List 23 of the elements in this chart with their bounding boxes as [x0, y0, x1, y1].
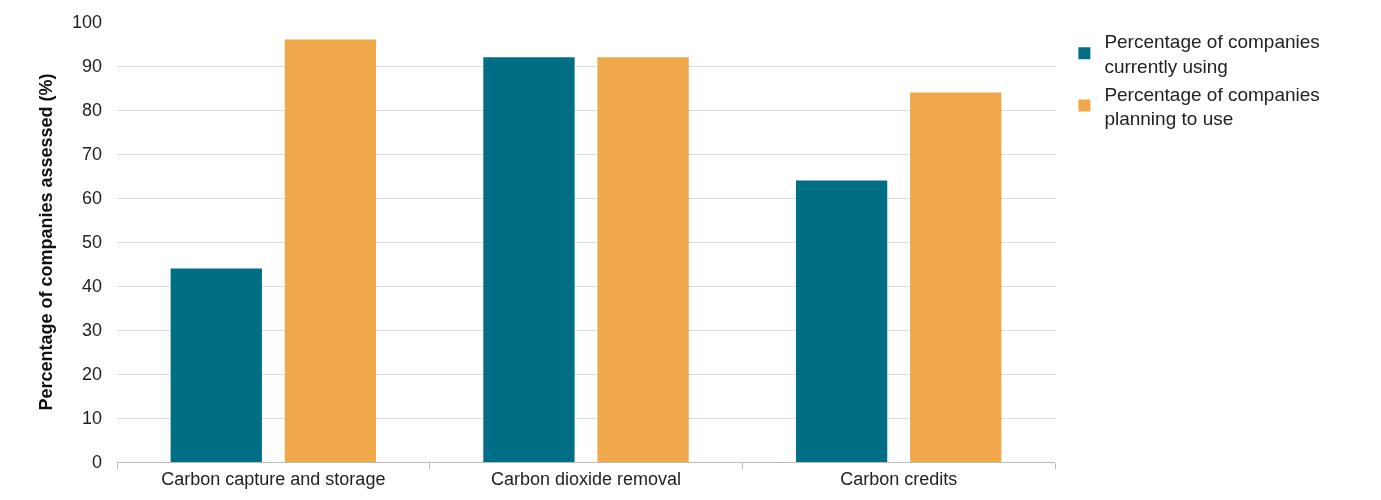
bar — [483, 57, 575, 462]
bar — [170, 268, 262, 462]
y-tick-label: 10 — [81, 408, 102, 429]
y-tick-label: 60 — [81, 188, 102, 209]
bar — [795, 180, 888, 462]
x-tick-label: Carbon capture and storage — [161, 468, 386, 489]
legend-label: Percentage of companies currently using — [1104, 31, 1320, 77]
bar — [284, 39, 377, 462]
y-axis-title: Percentage of companies assessed (%) — [36, 73, 57, 411]
bar — [597, 57, 689, 462]
y-tick-label: 80 — [81, 100, 102, 121]
y-tick-label: 40 — [81, 276, 102, 297]
y-tick-label: 20 — [81, 364, 102, 385]
y-tick-label: 70 — [81, 144, 102, 165]
y-tick-label: 100 — [71, 12, 102, 33]
y-tick-label: 0 — [91, 452, 102, 473]
legend-label: Percentage of companies planning to use — [1104, 83, 1320, 130]
bar — [910, 92, 1002, 462]
y-tick-label: 50 — [81, 232, 102, 253]
x-tick-label: Carbon credits — [840, 468, 958, 489]
x-tick-label: Carbon dioxide removal — [490, 468, 682, 489]
y-tick-label: 30 — [81, 320, 102, 341]
y-tick-label: 90 — [81, 56, 102, 77]
